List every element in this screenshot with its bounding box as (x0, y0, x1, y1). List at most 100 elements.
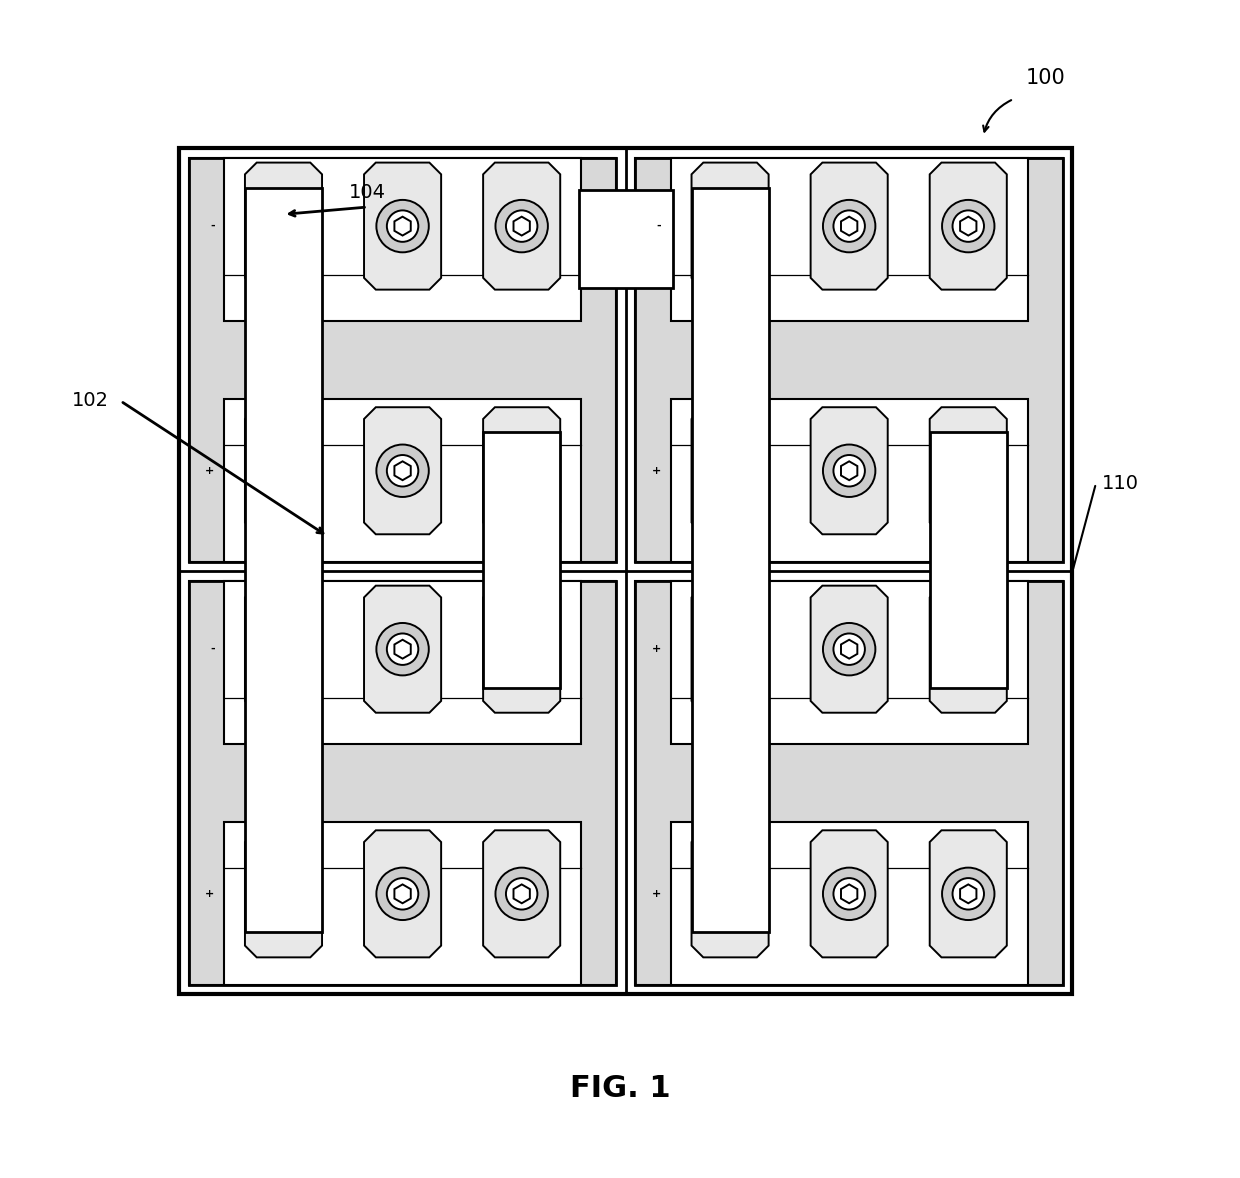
Polygon shape (513, 885, 529, 904)
Circle shape (952, 211, 985, 241)
Polygon shape (394, 640, 410, 659)
Polygon shape (930, 163, 1007, 290)
Polygon shape (484, 585, 560, 713)
Circle shape (714, 878, 745, 909)
Polygon shape (246, 585, 322, 713)
Bar (635, 158, 1063, 562)
Polygon shape (513, 217, 529, 236)
Polygon shape (811, 163, 888, 290)
Polygon shape (513, 640, 529, 659)
Polygon shape (692, 408, 769, 535)
Circle shape (377, 623, 429, 675)
Polygon shape (484, 408, 560, 535)
Circle shape (833, 878, 864, 909)
Circle shape (714, 211, 745, 241)
Bar (635, 581, 1063, 985)
Circle shape (942, 868, 994, 920)
Circle shape (257, 200, 310, 252)
Circle shape (377, 868, 429, 920)
Text: +: + (206, 889, 215, 899)
Circle shape (496, 868, 548, 920)
Circle shape (496, 623, 548, 675)
Bar (188, 158, 616, 562)
Circle shape (387, 878, 418, 909)
Polygon shape (722, 217, 738, 236)
Polygon shape (484, 830, 560, 958)
Polygon shape (246, 830, 322, 958)
Polygon shape (841, 462, 857, 481)
Circle shape (257, 868, 310, 920)
Circle shape (506, 878, 537, 909)
Polygon shape (275, 462, 291, 481)
Polygon shape (394, 885, 410, 904)
Polygon shape (960, 885, 976, 904)
Polygon shape (930, 585, 1007, 713)
Circle shape (387, 634, 418, 664)
Polygon shape (246, 408, 322, 535)
Polygon shape (394, 462, 410, 481)
Polygon shape (275, 217, 291, 236)
Bar (224, 399, 582, 562)
Circle shape (833, 455, 864, 487)
Polygon shape (365, 830, 441, 958)
Bar (224, 158, 582, 320)
Bar (635, 158, 1063, 562)
Text: -: - (210, 644, 215, 654)
Bar (484, 432, 560, 688)
Circle shape (833, 634, 864, 664)
Circle shape (823, 200, 875, 252)
Bar (579, 191, 673, 287)
Polygon shape (722, 462, 738, 481)
Bar (224, 822, 582, 985)
Polygon shape (841, 640, 857, 659)
Polygon shape (811, 585, 888, 713)
Polygon shape (275, 640, 291, 659)
Circle shape (833, 211, 864, 241)
Circle shape (714, 455, 745, 487)
Text: 100: 100 (1025, 68, 1065, 88)
Bar (188, 581, 616, 985)
Polygon shape (811, 408, 888, 535)
Bar (246, 187, 322, 932)
Polygon shape (513, 462, 529, 481)
Circle shape (257, 623, 310, 675)
Circle shape (506, 455, 537, 487)
Circle shape (704, 200, 756, 252)
Circle shape (257, 444, 310, 497)
Polygon shape (960, 462, 976, 481)
Circle shape (942, 444, 994, 497)
Text: 104: 104 (348, 184, 386, 203)
Circle shape (268, 455, 299, 487)
Circle shape (387, 211, 418, 241)
Circle shape (377, 200, 429, 252)
Polygon shape (692, 163, 769, 290)
Circle shape (952, 634, 985, 664)
Polygon shape (722, 885, 738, 904)
Circle shape (704, 868, 756, 920)
Bar (188, 158, 616, 562)
Text: +: + (652, 644, 661, 654)
Bar (671, 581, 1028, 743)
Bar (930, 432, 1007, 688)
Circle shape (496, 200, 548, 252)
Circle shape (377, 444, 429, 497)
Circle shape (268, 878, 299, 909)
Circle shape (823, 623, 875, 675)
Polygon shape (960, 217, 976, 236)
Circle shape (952, 878, 985, 909)
Polygon shape (365, 585, 441, 713)
Polygon shape (275, 885, 291, 904)
Polygon shape (394, 217, 410, 236)
Text: -: - (210, 221, 215, 231)
Bar (635, 581, 1063, 985)
Polygon shape (484, 163, 560, 290)
Circle shape (714, 634, 745, 664)
Bar (188, 581, 616, 985)
Polygon shape (841, 885, 857, 904)
Polygon shape (692, 585, 769, 713)
Circle shape (496, 444, 548, 497)
Polygon shape (365, 163, 441, 290)
Circle shape (268, 634, 299, 664)
Bar (224, 581, 582, 743)
Polygon shape (841, 217, 857, 236)
